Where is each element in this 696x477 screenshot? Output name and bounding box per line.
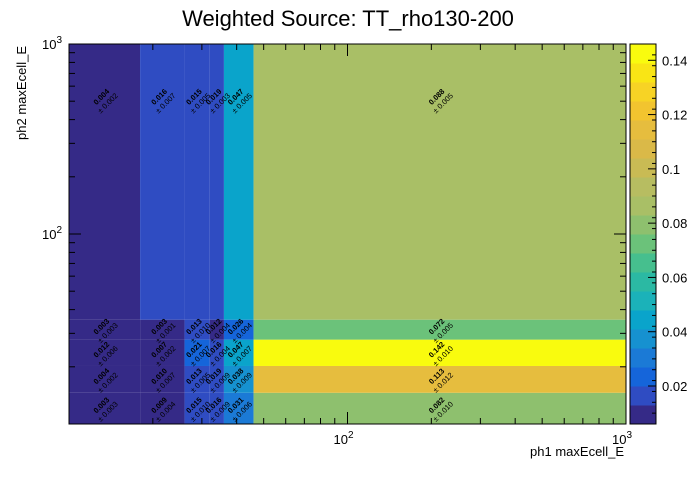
heatmap-cell (69, 319, 141, 340)
colorbar-tick-label: 0.12 (662, 108, 687, 123)
x-axis-label: ph1 maxEcell_E (530, 444, 624, 459)
colorbar-segment (630, 291, 656, 311)
colorbar-segment (630, 139, 656, 159)
heatmap-cell (223, 365, 254, 393)
heatmap-cell (69, 44, 141, 320)
heatmap-cell (140, 319, 185, 340)
heatmap-cell (184, 319, 210, 340)
heatmap-cell (184, 365, 210, 393)
heatmap-cell (223, 339, 254, 366)
y-axis-label: ph2 maxEcell_E (14, 46, 29, 140)
heatmap-cells (69, 44, 626, 424)
colorbar-segment (630, 367, 656, 387)
colorbar-frame (629, 43, 657, 425)
heatmap-cell (69, 339, 141, 366)
colorbar-segment (630, 196, 656, 216)
colorbar-segment (630, 272, 656, 292)
heatmap-cell (253, 319, 626, 340)
heatmap-cell (223, 319, 254, 340)
colorbar-segment (630, 405, 656, 425)
heatmap-cell (140, 44, 185, 320)
colorbar-segment (630, 101, 656, 121)
colorbar-segment (630, 310, 656, 330)
colorbar-segment (630, 120, 656, 140)
colorbar-segment (630, 253, 656, 273)
heatmap-cell (223, 392, 254, 424)
colorbar-segment (630, 44, 656, 64)
heatmap-cell (209, 339, 224, 366)
colorbar-segment (630, 215, 656, 235)
colorbar-segment (630, 63, 656, 83)
x-tick-label: 103 (612, 430, 632, 447)
heatmap-cell (140, 365, 185, 393)
heatmap-cell (69, 365, 141, 393)
colorbar-segment (630, 158, 656, 178)
heatmap-cell (223, 44, 254, 320)
colorbar-segment (630, 348, 656, 368)
colorbar-tick-label: 0.1 (662, 162, 680, 177)
colorbar-segment (630, 177, 656, 197)
heatmap-cell (209, 365, 224, 393)
colorbar-tick-label: 0.02 (662, 379, 687, 394)
heatmap-cell (209, 319, 224, 340)
heatmap-cell (253, 44, 626, 320)
y-tick-label: 102 (42, 225, 62, 242)
heatmap-cell (140, 392, 185, 424)
heatmap-cell (184, 339, 210, 366)
x-tick-label: 102 (333, 430, 353, 447)
y-tick-label: 103 (42, 35, 62, 52)
colorbar-tick-label: 0.14 (662, 53, 687, 68)
colorbar: 0.02 0.04 0.06 0.08 0.1 0.12 0.14 (629, 43, 687, 425)
heatmap-cell (253, 339, 626, 366)
colorbar-tick-label: 0.04 (662, 325, 687, 340)
colorbar-tick-label: 0.06 (662, 270, 687, 285)
heatmap-cell (69, 392, 141, 424)
heatmap-cell (209, 44, 224, 320)
heatmap-cell (184, 44, 210, 320)
colorbar-segment (630, 82, 656, 102)
colorbar-segment (630, 329, 656, 349)
heatmap-cell (253, 365, 626, 393)
heatmap-cell (209, 392, 224, 424)
colorbar-segment (630, 234, 656, 254)
chart-title: Weighted Source: TT_rho130-200 (182, 6, 514, 31)
axes: 102 103 102 103 (42, 35, 632, 447)
colorbar-tick-label: 0.08 (662, 216, 687, 231)
colorbar-segment (630, 386, 656, 406)
heatmap-cell (140, 339, 185, 366)
heatmap-cell (184, 392, 210, 424)
